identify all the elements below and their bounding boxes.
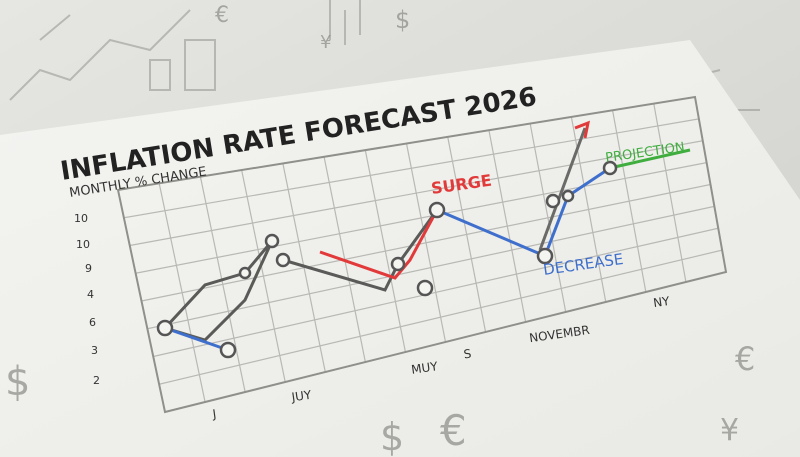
red-arrow <box>574 120 591 139</box>
y-label: 6 <box>89 316 96 329</box>
y-label: 10 <box>74 212 88 225</box>
green-line <box>609 148 691 170</box>
y-labels: 10 10 9 4 6 3 2 <box>74 212 100 387</box>
y-label: 10 <box>76 238 90 251</box>
points <box>156 160 618 359</box>
y-label: 3 <box>91 344 98 357</box>
background-symbol: $ <box>380 415 404 457</box>
x-label: S <box>463 347 472 362</box>
blue-line <box>164 326 229 352</box>
background-symbol: € <box>735 340 755 378</box>
grid-frame <box>116 95 728 414</box>
y-label: 2 <box>93 374 100 387</box>
grid-line <box>135 162 707 274</box>
background-symbol: $ <box>395 6 410 34</box>
x-label: MUY <box>410 359 439 377</box>
y-label: 4 <box>87 288 94 301</box>
grid-line <box>129 140 703 247</box>
grid-line <box>123 118 699 219</box>
background-symbol: € <box>440 406 467 455</box>
grid-line <box>141 183 711 302</box>
x-label: NY <box>652 294 671 310</box>
grid-line <box>158 249 723 385</box>
background-symbol: € <box>215 3 229 28</box>
background-symbols: € $ ¥ $ € $ € ¥ <box>5 3 755 457</box>
grid-line <box>153 227 719 358</box>
x-label: J <box>211 407 217 421</box>
gray-line <box>538 127 587 251</box>
x-label: JUY <box>290 388 313 405</box>
background-symbol: ¥ <box>320 32 331 53</box>
y-label: 9 <box>85 262 92 275</box>
grid-line <box>147 205 715 330</box>
grid <box>123 103 723 403</box>
background-symbol: $ <box>5 359 30 405</box>
background-symbol: ¥ <box>720 413 739 448</box>
blue-line <box>436 166 611 258</box>
